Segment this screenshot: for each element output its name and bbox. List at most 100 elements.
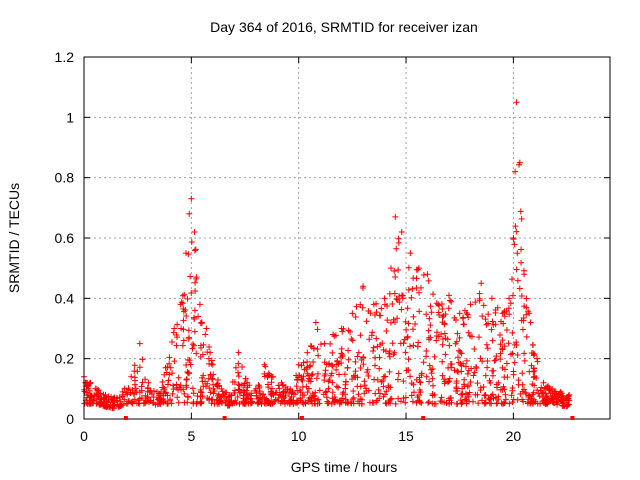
data-point [399, 295, 406, 302]
data-point [386, 368, 393, 375]
data-point [214, 383, 221, 390]
data-point [125, 385, 132, 392]
data-point [186, 357, 193, 364]
data-point [234, 393, 241, 400]
data-point [395, 395, 402, 402]
data-point [291, 391, 298, 398]
data-point [523, 311, 530, 318]
data-point [307, 394, 314, 401]
data-point [480, 302, 487, 309]
data-point [448, 298, 455, 305]
data-point [560, 402, 567, 409]
data-point [452, 316, 459, 323]
data-point [333, 366, 340, 373]
zero-marker [123, 416, 128, 420]
data-point [459, 315, 466, 322]
data-point [409, 285, 416, 292]
data-point [505, 305, 512, 312]
data-point [193, 274, 200, 281]
data-point [335, 384, 342, 391]
data-point [269, 373, 276, 380]
data-point [370, 348, 377, 355]
data-point [416, 387, 423, 394]
data-point [287, 397, 294, 404]
data-point [373, 399, 380, 406]
data-point [156, 400, 163, 407]
data-point [445, 364, 452, 371]
data-point [197, 353, 204, 360]
data-point [539, 390, 546, 397]
data-point [514, 351, 521, 358]
data-point [198, 389, 205, 396]
data-point [170, 386, 177, 393]
data-point [389, 340, 396, 347]
data-point [235, 373, 242, 380]
data-point [202, 331, 209, 338]
data-point [505, 340, 512, 347]
data-point [165, 377, 172, 384]
data-point [428, 309, 435, 316]
data-point [509, 350, 516, 357]
data-point [441, 330, 448, 337]
data-point [407, 250, 414, 257]
data-point [398, 306, 405, 313]
data-point [207, 389, 214, 396]
data-point [463, 397, 470, 404]
data-point [132, 385, 139, 392]
data-point [184, 295, 191, 302]
data-point [235, 381, 242, 388]
data-point [484, 345, 491, 352]
data-point [256, 388, 263, 395]
data-point [373, 335, 380, 342]
data-point [377, 341, 384, 348]
data-point [142, 400, 149, 407]
data-point [453, 378, 460, 385]
data-point [380, 346, 387, 353]
data-point [442, 335, 449, 342]
data-point [499, 364, 506, 371]
data-point [334, 398, 341, 405]
data-point [219, 392, 226, 399]
data-point [375, 386, 382, 393]
data-point [175, 399, 182, 406]
data-point [265, 370, 272, 377]
data-point [516, 159, 523, 166]
data-point [415, 392, 422, 399]
data-point [352, 358, 359, 365]
data-point [388, 265, 395, 272]
data-point [200, 383, 207, 390]
data-point [475, 400, 482, 407]
data-point [431, 353, 438, 360]
data-point [111, 394, 118, 401]
data-point [416, 289, 423, 296]
data-point [175, 374, 182, 381]
data-point [349, 337, 356, 344]
data-point [256, 384, 263, 391]
y-tick-label: 1.2 [55, 49, 75, 65]
data-point [410, 326, 417, 333]
data-point [372, 354, 379, 361]
data-point [469, 398, 476, 405]
data-point [383, 388, 390, 395]
data-point [466, 389, 473, 396]
data-point [226, 391, 233, 398]
data-point [395, 267, 402, 274]
data-point [174, 321, 181, 328]
data-point [514, 277, 521, 284]
data-point [465, 367, 472, 374]
data-point [490, 321, 497, 328]
data-point [305, 398, 312, 405]
data-point [288, 394, 295, 401]
data-point [519, 381, 526, 388]
data-point [510, 235, 517, 241]
data-point [502, 366, 509, 373]
data-point [414, 343, 421, 350]
data-point [147, 397, 154, 404]
data-point [210, 385, 217, 392]
data-point [168, 339, 175, 346]
data-point [344, 400, 351, 407]
data-point [503, 360, 510, 367]
data-point [439, 305, 446, 312]
data-point [458, 400, 465, 407]
data-point [413, 376, 420, 383]
